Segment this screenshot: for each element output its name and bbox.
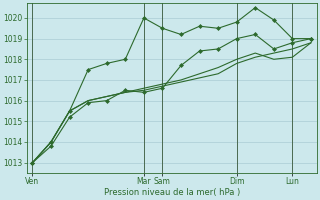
X-axis label: Pression niveau de la mer( hPa ): Pression niveau de la mer( hPa ) <box>104 188 240 197</box>
